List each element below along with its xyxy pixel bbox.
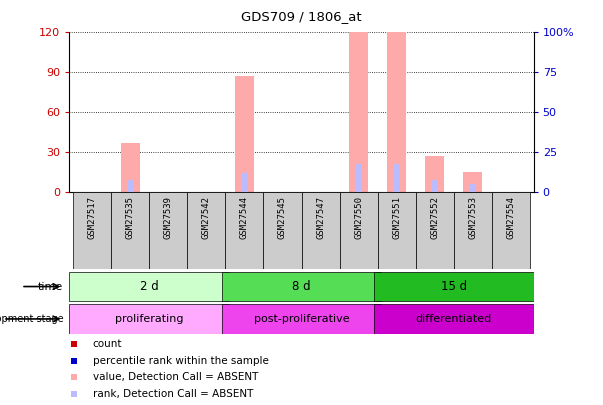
Text: GSM27535: GSM27535 xyxy=(126,196,134,239)
Bar xyxy=(121,143,140,192)
Bar xyxy=(221,272,382,301)
Bar xyxy=(374,272,534,301)
Text: percentile rank within the sample: percentile rank within the sample xyxy=(93,356,268,366)
Bar xyxy=(150,192,188,269)
Bar xyxy=(393,164,400,192)
Text: 8 d: 8 d xyxy=(292,280,311,293)
Bar xyxy=(374,305,534,334)
Text: development stage: development stage xyxy=(0,314,63,324)
Bar xyxy=(241,173,248,192)
Bar xyxy=(387,32,406,192)
Bar xyxy=(453,192,492,269)
Bar xyxy=(69,305,229,334)
Text: differentiated: differentiated xyxy=(415,314,492,324)
Bar xyxy=(73,192,111,269)
Bar xyxy=(188,192,226,269)
Bar xyxy=(69,272,229,301)
Text: GSM27517: GSM27517 xyxy=(87,196,96,239)
Bar xyxy=(492,192,530,269)
Bar xyxy=(111,192,150,269)
Bar xyxy=(127,179,134,192)
Bar xyxy=(355,164,362,192)
Bar xyxy=(415,192,453,269)
Text: value, Detection Call = ABSENT: value, Detection Call = ABSENT xyxy=(93,373,258,382)
Text: count: count xyxy=(93,339,122,350)
Text: time: time xyxy=(38,281,63,292)
Bar xyxy=(463,173,482,192)
Text: 15 d: 15 d xyxy=(441,280,467,293)
Bar xyxy=(226,192,264,269)
Bar xyxy=(349,32,368,192)
Text: GSM27554: GSM27554 xyxy=(507,196,516,239)
Bar xyxy=(339,192,377,269)
Text: 2 d: 2 d xyxy=(140,280,159,293)
Text: GSM27553: GSM27553 xyxy=(469,196,477,239)
Bar xyxy=(302,192,339,269)
Text: GSM27542: GSM27542 xyxy=(202,196,211,239)
Text: post-proliferative: post-proliferative xyxy=(254,314,349,324)
Text: GSM27547: GSM27547 xyxy=(316,196,325,239)
Text: rank, Detection Call = ABSENT: rank, Detection Call = ABSENT xyxy=(93,389,253,399)
Bar xyxy=(431,179,438,192)
Bar xyxy=(425,156,444,192)
Text: GSM27539: GSM27539 xyxy=(164,196,173,239)
Bar xyxy=(377,192,415,269)
Text: GSM27551: GSM27551 xyxy=(392,196,401,239)
Bar xyxy=(264,192,302,269)
Bar xyxy=(221,305,382,334)
Text: GSM27545: GSM27545 xyxy=(278,196,287,239)
Text: proliferating: proliferating xyxy=(115,314,183,324)
Text: GDS709 / 1806_at: GDS709 / 1806_at xyxy=(241,10,362,23)
Text: GSM27552: GSM27552 xyxy=(430,196,439,239)
Text: GSM27544: GSM27544 xyxy=(240,196,249,239)
Bar xyxy=(469,184,476,192)
Text: GSM27550: GSM27550 xyxy=(354,196,363,239)
Bar xyxy=(235,77,254,192)
